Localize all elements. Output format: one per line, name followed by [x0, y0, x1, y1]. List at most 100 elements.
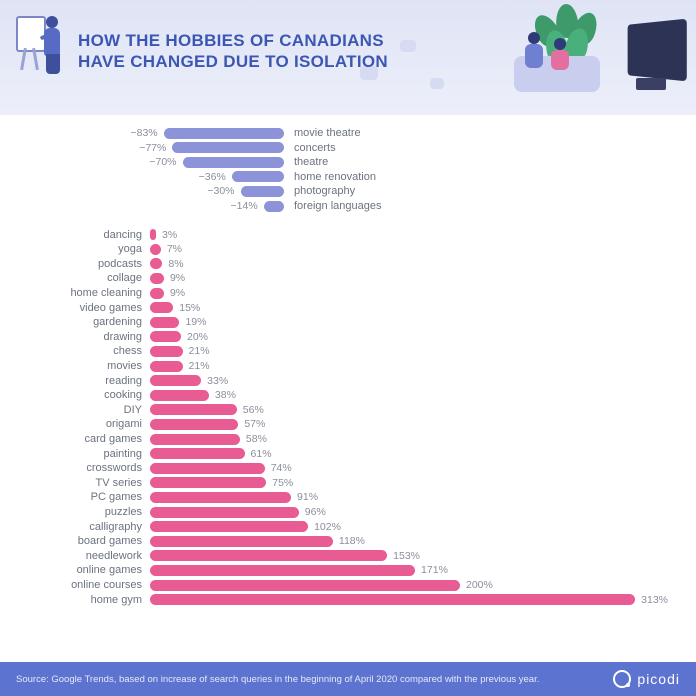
painter-illustration — [12, 14, 72, 94]
chart-row-negative: −36% home renovation — [20, 170, 676, 184]
bar-positive — [150, 419, 238, 430]
chart-row-positive: 96% puzzles — [20, 505, 676, 519]
bar-label: gardening — [93, 315, 142, 329]
bar-label: board games — [78, 534, 142, 548]
bar-positive — [150, 594, 635, 605]
title-line-1: HOW THE HOBBIES OF CANADIANS — [78, 30, 388, 51]
bar-value: 9% — [170, 271, 185, 285]
bar-value: −70% — [149, 155, 176, 169]
bar-positive — [150, 288, 164, 299]
chart-row-positive: 3%dancing — [20, 228, 676, 242]
chart-row-positive: 153%needlework — [20, 549, 676, 563]
bar-value: −36% — [199, 170, 226, 184]
bar-positive — [150, 331, 181, 342]
bar-value: 58% — [246, 432, 267, 446]
bar-negative — [172, 142, 284, 153]
bar-value: 75% — [272, 476, 293, 490]
bar-negative — [241, 186, 285, 197]
bar-positive — [150, 375, 201, 386]
brand-icon — [613, 670, 631, 688]
bar-label: puzzles — [105, 505, 142, 519]
bar-value: −83% — [131, 126, 158, 140]
chart-row-positive: 33%reading — [20, 374, 676, 388]
bar-value: 21% — [189, 359, 210, 373]
bar-value: 74% — [271, 461, 292, 475]
bar-label: concerts — [294, 141, 336, 155]
bar-label: online courses — [71, 578, 142, 592]
bar-label: photography — [294, 184, 355, 198]
bar-label: home gym — [91, 593, 142, 607]
bar-value: 33% — [207, 374, 228, 388]
bar-positive — [150, 390, 209, 401]
footer: Source: Google Trends, based on increase… — [0, 662, 696, 696]
bubble-deco — [400, 40, 416, 52]
bar-value: 38% — [215, 388, 236, 402]
bar-label: theatre — [294, 155, 328, 169]
bar-label: card games — [85, 432, 142, 446]
chart-row-positive: 8% podcasts — [20, 257, 676, 271]
chart-row-positive: 58% card games — [20, 432, 676, 446]
bar-value: 21% — [189, 344, 210, 358]
bar-positive — [150, 507, 299, 518]
bar-label: cooking — [104, 388, 142, 402]
bar-label: home renovation — [294, 170, 376, 184]
bar-label: movie theatre — [294, 126, 361, 140]
brand-label: picodi — [637, 671, 680, 687]
chart-row-positive: 19% gardening — [20, 315, 676, 329]
bar-label: needlework — [86, 549, 142, 563]
bar-value: 96% — [305, 505, 326, 519]
bar-label: online games — [77, 563, 142, 577]
bar-positive — [150, 229, 156, 240]
bar-positive — [150, 404, 237, 415]
bar-label: TV series — [96, 476, 142, 490]
bar-value: 61% — [251, 447, 272, 461]
bar-positive — [150, 258, 162, 269]
title-line-2: HAVE CHANGED DUE TO ISOLATION — [78, 51, 388, 72]
chart-row-positive: 200% online courses — [20, 578, 676, 592]
bar-label: home cleaning — [70, 286, 142, 300]
chart-row-positive: 91%PC games — [20, 490, 676, 504]
bar-positive — [150, 434, 240, 445]
bar-value: −77% — [139, 141, 166, 155]
chart-row-positive: 20%drawing — [20, 330, 676, 344]
bar-label: foreign languages — [294, 199, 381, 213]
bar-positive — [150, 448, 245, 459]
bar-value: 8% — [168, 257, 183, 271]
chart-row-negative: −14%foreign languages — [20, 199, 676, 213]
bar-value: 200% — [466, 578, 493, 592]
chart-row-negative: −30%photography — [20, 184, 676, 198]
bar-positive — [150, 361, 183, 372]
chart-row-positive: 313%home gym — [20, 593, 676, 607]
bar-label: DIY — [124, 403, 142, 417]
bar-value: 171% — [421, 563, 448, 577]
chart-row-positive: 9%home cleaning — [20, 286, 676, 300]
bar-label: collage — [107, 271, 142, 285]
bar-value: 57% — [244, 417, 265, 431]
bar-positive — [150, 492, 291, 503]
brand: picodi — [613, 670, 680, 688]
bar-positive — [150, 273, 164, 284]
bar-label: crosswords — [86, 461, 142, 475]
bar-value: 19% — [185, 315, 206, 329]
bar-positive — [150, 550, 387, 561]
chart-row-positive: 38% cooking — [20, 388, 676, 402]
chart-row-positive: 15%video games — [20, 301, 676, 315]
bar-positive — [150, 244, 161, 255]
bar-negative — [164, 128, 284, 139]
bar-positive — [150, 317, 179, 328]
bar-value: 56% — [243, 403, 264, 417]
bar-label: drawing — [103, 330, 142, 344]
header: HOW THE HOBBIES OF CANADIANS HAVE CHANGE… — [0, 0, 696, 115]
chart-row-positive: 102%calligraphy — [20, 520, 676, 534]
bar-positive — [150, 302, 173, 313]
infographic-canvas: HOW THE HOBBIES OF CANADIANS HAVE CHANGE… — [0, 0, 696, 696]
bar-label: podcasts — [98, 257, 142, 271]
chart-row-positive: 56% DIY — [20, 403, 676, 417]
chart-row-positive: 118%board games — [20, 534, 676, 548]
chart-row-positive: 74% crosswords — [20, 461, 676, 475]
bar-label: PC games — [91, 490, 142, 504]
bar-label: dancing — [103, 228, 142, 242]
bubble-deco — [430, 78, 444, 89]
bar-negative — [264, 201, 284, 212]
bar-positive — [150, 580, 460, 591]
